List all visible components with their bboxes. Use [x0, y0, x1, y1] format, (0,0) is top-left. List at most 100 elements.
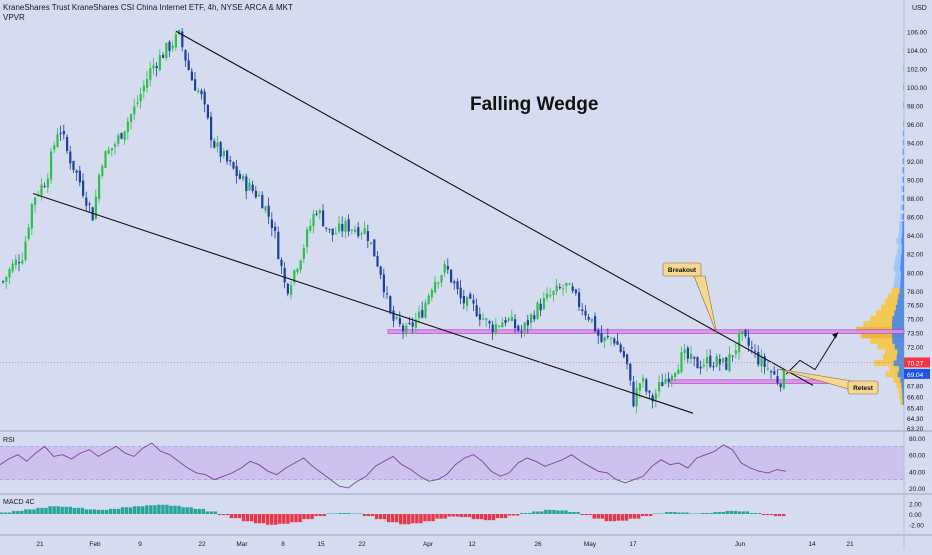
- candle-body: [114, 144, 116, 146]
- volume-profile-core: [894, 310, 904, 316]
- candle-body: [578, 292, 580, 306]
- macd-bar: [214, 511, 217, 514]
- candle-body: [399, 318, 401, 324]
- macd-bar: [536, 511, 539, 514]
- macd-bar: [355, 513, 358, 514]
- candle-body: [248, 183, 250, 191]
- macd-bar: [331, 513, 334, 514]
- candle-body: [456, 281, 458, 289]
- price-tick-label: 92.00: [907, 159, 924, 166]
- candle-body: [335, 233, 337, 234]
- macd-bar: [516, 514, 519, 516]
- volume-profile-core: [900, 288, 904, 294]
- macd-bar: [129, 507, 132, 514]
- candle-body: [53, 145, 55, 149]
- candle-body: [453, 281, 455, 283]
- candle-body: [370, 242, 372, 244]
- candle-body: [184, 50, 186, 61]
- macd-bar: [36, 508, 39, 514]
- macd-bar: [306, 514, 309, 519]
- time-tick-label: 17: [629, 541, 637, 548]
- candle-body: [5, 277, 7, 282]
- candle-body: [63, 131, 65, 134]
- candle-body: [348, 219, 350, 231]
- candle-body: [738, 334, 740, 352]
- macd-bar: [552, 510, 555, 514]
- macd-bar: [302, 514, 305, 519]
- macd-bar: [500, 514, 503, 518]
- macd-bar: [298, 514, 301, 522]
- macd-bar: [262, 514, 265, 523]
- candle-body: [316, 214, 318, 215]
- candle-body: [604, 337, 606, 341]
- time-tick-label: 15: [317, 541, 325, 548]
- candle-body: [565, 283, 567, 286]
- macd-bar: [726, 511, 729, 514]
- candle-body: [396, 317, 398, 319]
- macd-bar: [673, 512, 676, 514]
- macd-bar: [431, 514, 434, 521]
- macd-bar: [677, 512, 680, 514]
- candle-body: [290, 285, 292, 295]
- macd-bar: [97, 510, 100, 514]
- candle-body: [508, 319, 510, 321]
- candle-body: [216, 143, 218, 147]
- price-tick-label: 82.00: [907, 252, 924, 259]
- rsi-tick-label: 20.00: [909, 486, 926, 493]
- candle-body: [568, 284, 570, 285]
- macd-bar: [713, 512, 716, 514]
- candle-body: [296, 269, 298, 272]
- candle-body: [79, 171, 81, 183]
- candle-body: [108, 150, 110, 154]
- candle-body: [85, 198, 87, 206]
- macd-bar: [395, 514, 398, 522]
- macd-bar: [568, 512, 571, 514]
- macd-bar: [705, 513, 708, 514]
- candle-body: [50, 151, 52, 179]
- macd-bar: [371, 514, 374, 516]
- candle-body: [639, 383, 641, 390]
- volume-profile-core: [898, 371, 904, 377]
- volume-profile-core: [901, 238, 904, 244]
- macd-bar: [28, 509, 31, 514]
- candle-body: [152, 65, 154, 68]
- macd-bar: [657, 513, 660, 514]
- candle-body: [133, 106, 135, 114]
- candle-body: [591, 319, 593, 322]
- macd-bar: [391, 514, 394, 522]
- macd-bar: [697, 513, 700, 514]
- candle-body: [572, 287, 574, 292]
- candle-body: [690, 354, 692, 359]
- macd-title: MACD 4C: [3, 499, 35, 506]
- candle-body: [364, 228, 366, 234]
- volume-profile-core: [901, 271, 904, 277]
- candle-body: [703, 365, 705, 367]
- candle-body: [588, 317, 590, 320]
- candle-body: [146, 79, 148, 88]
- candle-body: [648, 391, 650, 393]
- candle-body: [328, 229, 330, 230]
- candle-body: [527, 320, 529, 325]
- macd-bar: [512, 514, 515, 516]
- candle-body: [511, 317, 513, 321]
- time-tick-label: 21: [846, 541, 854, 548]
- candle-body: [351, 230, 353, 231]
- macd-bar: [109, 509, 112, 514]
- candle-body: [434, 282, 436, 292]
- candle-body: [226, 151, 228, 162]
- candle-body: [15, 260, 17, 266]
- macd-bar: [770, 514, 773, 515]
- macd-bar: [117, 509, 120, 514]
- macd-bar: [206, 511, 209, 514]
- candle-body: [674, 373, 676, 377]
- candle-body: [149, 68, 151, 80]
- macd-bar: [326, 513, 329, 514]
- macd-bar: [633, 514, 636, 519]
- price-tick-label: 98.00: [907, 103, 924, 110]
- volume-profile-core: [901, 382, 904, 388]
- candle-body: [322, 211, 324, 227]
- candle-body: [431, 290, 433, 297]
- candle-body: [127, 122, 129, 132]
- macd-bar: [540, 511, 543, 514]
